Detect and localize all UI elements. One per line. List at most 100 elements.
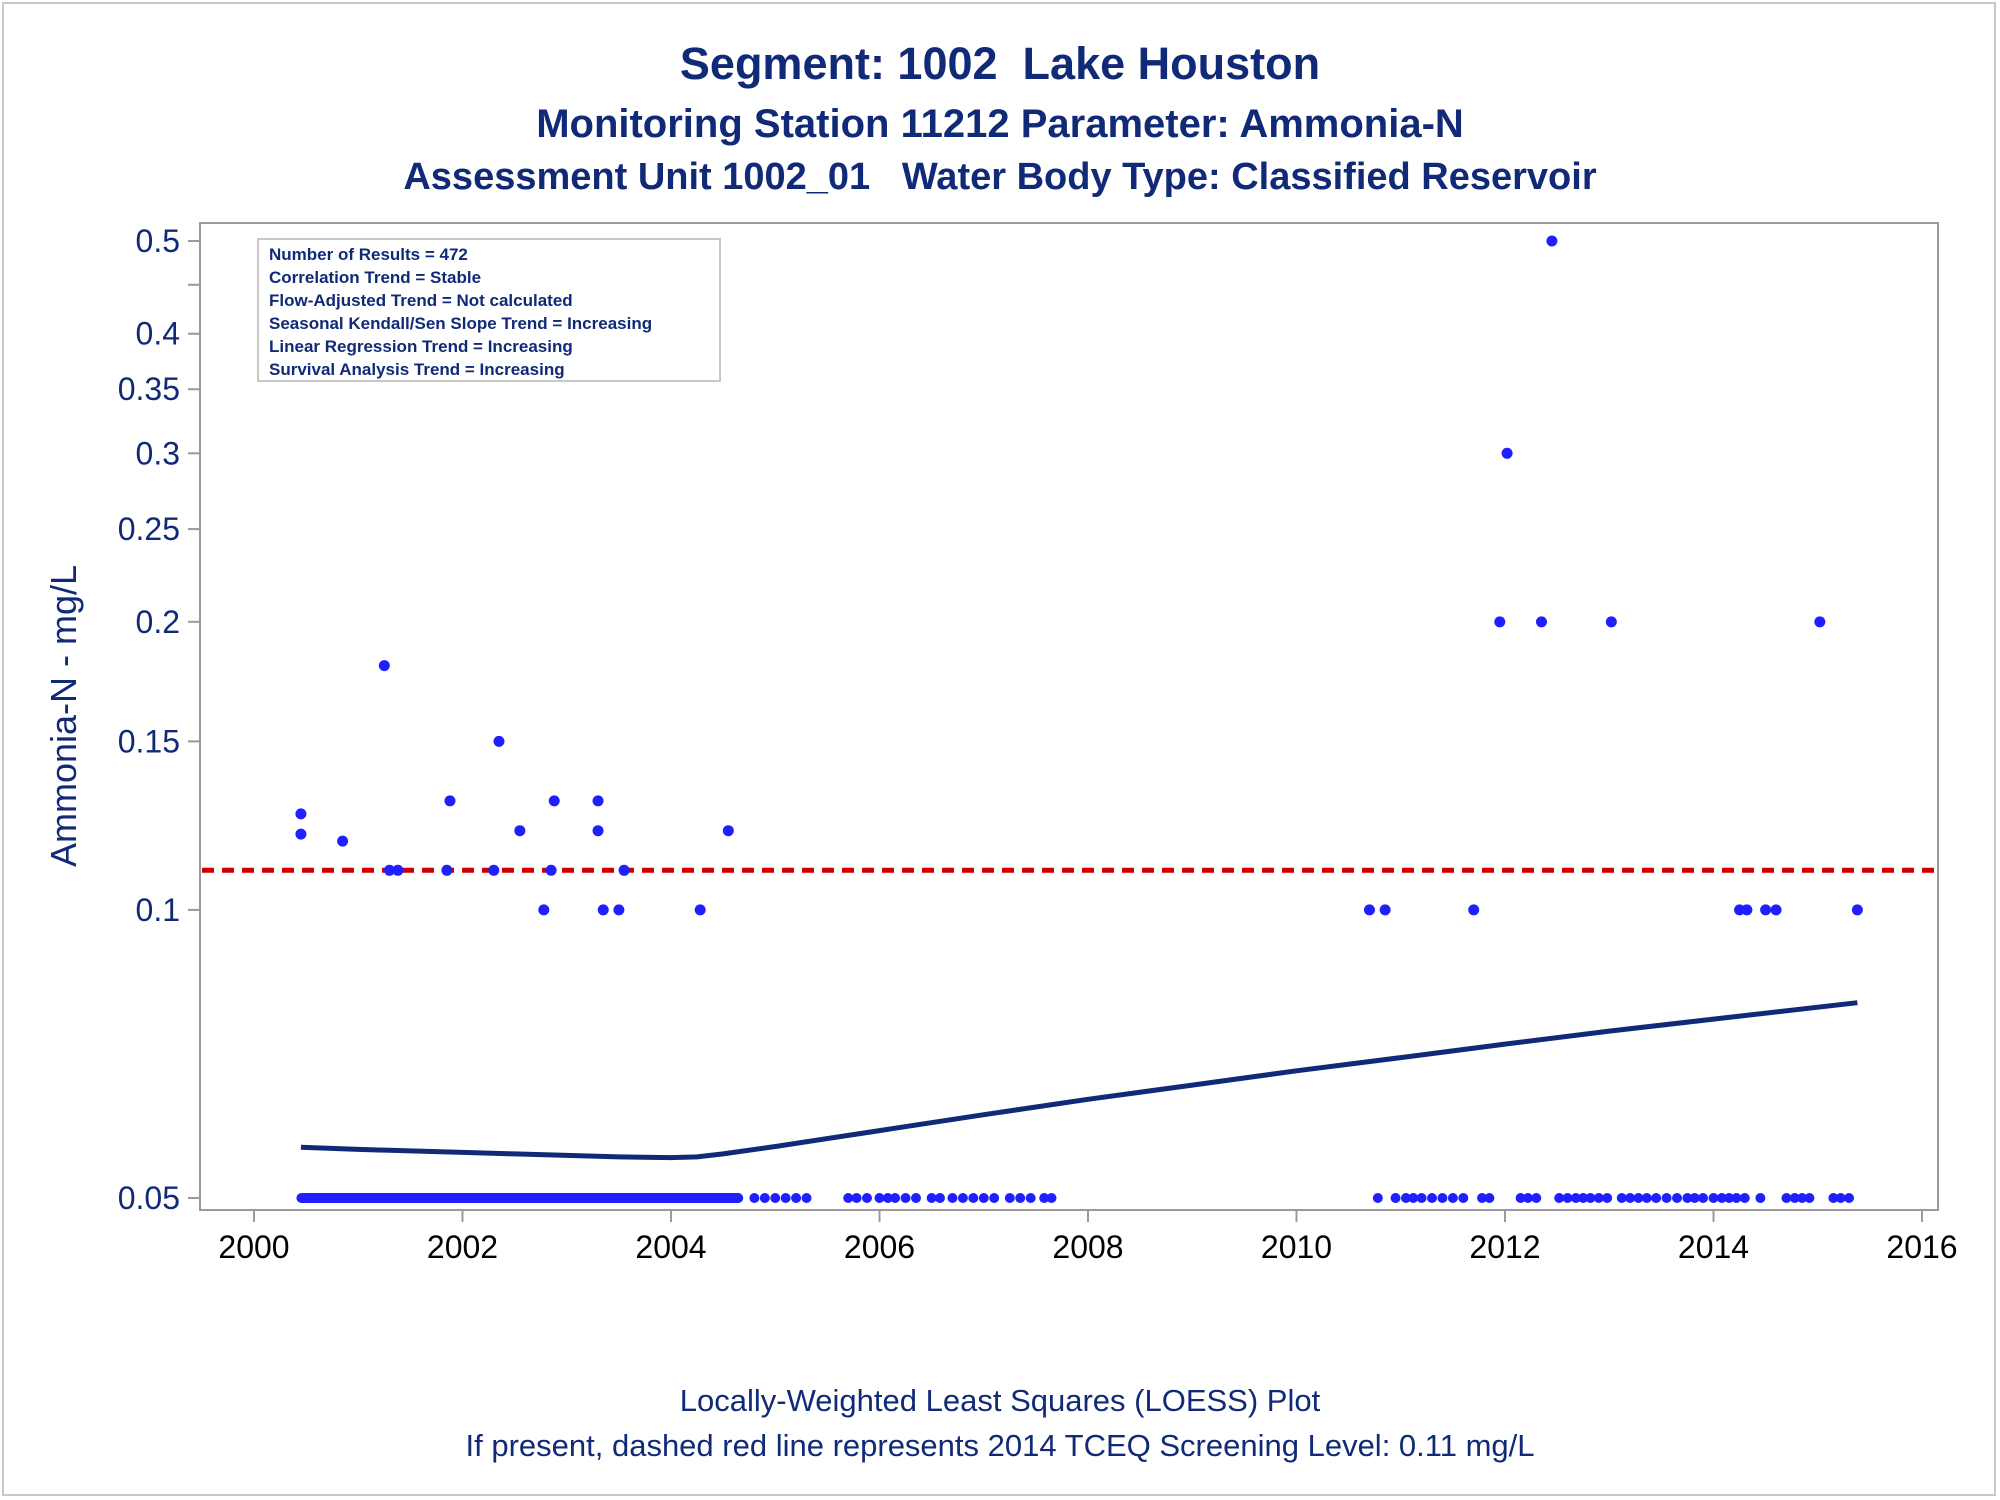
data-point [592, 795, 604, 807]
data-point [770, 1193, 781, 1203]
data-point [1804, 1193, 1815, 1203]
data-point [1797, 1193, 1808, 1203]
data-point [1625, 1193, 1636, 1203]
data-point [694, 904, 706, 916]
x-tick-label: 2014 [1678, 1229, 1749, 1265]
data-point [1531, 1193, 1542, 1203]
data-point [1570, 1193, 1581, 1203]
data-point [1025, 1193, 1036, 1203]
data-point [910, 1193, 921, 1203]
data-point [843, 1193, 854, 1203]
data-point [1739, 1193, 1750, 1203]
data-point [861, 1193, 872, 1203]
data-point [1851, 904, 1863, 916]
y-tick-label: 0.3 [136, 435, 180, 471]
data-point [1844, 1193, 1855, 1203]
data-point [1458, 1193, 1469, 1203]
data-point [1672, 1193, 1683, 1203]
data-point [1593, 1193, 1604, 1203]
data-point [1522, 1193, 1533, 1203]
data-point [1578, 1193, 1589, 1203]
data-point [1814, 616, 1826, 628]
data-point [613, 904, 625, 916]
x-tick-label: 2012 [1469, 1229, 1540, 1265]
data-point [1689, 1193, 1700, 1203]
y-tick-label: 0.05 [118, 1180, 180, 1216]
y-tick-label: 0.5 [136, 223, 180, 259]
data-point [1835, 1193, 1846, 1203]
inset-legend-line: Number of Results = 472 [269, 245, 468, 264]
inset-legend-line: Correlation Trend = Stable [269, 268, 481, 287]
y-tick-label: 0.35 [118, 371, 180, 407]
data-point [1724, 1193, 1735, 1203]
data-point [1004, 1193, 1015, 1203]
data-point [1437, 1193, 1448, 1203]
data-point [1501, 447, 1513, 459]
y-tick-label: 0.2 [136, 604, 180, 640]
data-point [441, 864, 453, 876]
data-point [1468, 904, 1480, 916]
inset-legend-line: Linear Regression Trend = Increasing [269, 337, 573, 356]
data-point [384, 864, 396, 876]
data-point [1447, 1193, 1458, 1203]
data-point [1015, 1193, 1026, 1203]
data-point [488, 864, 500, 876]
x-tick-label: 2010 [1261, 1229, 1332, 1265]
data-point [1616, 1193, 1627, 1203]
x-tick-label: 2016 [1886, 1229, 1957, 1265]
data-point [1039, 1193, 1050, 1203]
data-point [1755, 1193, 1766, 1203]
plot-area [199, 222, 1939, 1211]
y-tick-label: 0.4 [136, 316, 180, 352]
chart-subtitle-station: Monitoring Station 11212 Parameter: Ammo… [536, 102, 1464, 146]
data-point [1789, 1193, 1800, 1203]
data-point [957, 1193, 968, 1203]
footnote-loess: Locally-Weighted Least Squares (LOESS) P… [679, 1383, 1321, 1418]
data-point [1400, 1193, 1411, 1203]
data-point [1661, 1193, 1672, 1203]
data-point [1708, 1193, 1719, 1203]
data-point [1716, 1193, 1727, 1203]
data-point [1363, 904, 1375, 916]
data-point [392, 864, 404, 876]
data-point [1427, 1193, 1438, 1203]
data-point [947, 1193, 958, 1203]
data-point [1379, 904, 1391, 916]
chart-title: Segment: 1002 Lake Houston [679, 38, 1321, 89]
data-point [493, 735, 505, 747]
data-point [851, 1193, 862, 1203]
data-point [1515, 1193, 1526, 1203]
data-point [801, 1193, 812, 1203]
data-point [1602, 1193, 1613, 1203]
y-tick-label: 0.15 [118, 723, 180, 759]
data-point [618, 864, 630, 876]
data-point [1494, 616, 1506, 628]
data-point [1781, 1193, 1792, 1203]
data-point [1372, 1193, 1383, 1203]
data-point [749, 1193, 760, 1203]
data-point [1535, 616, 1547, 628]
data-point [759, 1193, 770, 1203]
data-point [1682, 1193, 1693, 1203]
data-point [780, 1193, 791, 1203]
data-point [968, 1193, 979, 1203]
data-point [1477, 1193, 1488, 1203]
data-point [1741, 904, 1753, 916]
data-point [1408, 1193, 1419, 1203]
data-point [597, 904, 609, 916]
x-tick-label: 2006 [844, 1229, 915, 1265]
y-tick-label: 0.1 [136, 892, 180, 928]
x-tick-label: 2004 [635, 1229, 706, 1265]
data-point [900, 1193, 911, 1203]
y-axis-label: Ammonia-N - mg/L [43, 565, 84, 867]
data-point [1546, 235, 1558, 247]
data-point [1731, 1193, 1742, 1203]
inset-legend-line: Flow-Adjusted Trend = Not calculated [269, 291, 573, 310]
data-point [295, 808, 307, 820]
data-point [1770, 904, 1782, 916]
data-point [1484, 1193, 1495, 1203]
data-point [1562, 1193, 1573, 1203]
data-point [378, 660, 390, 672]
